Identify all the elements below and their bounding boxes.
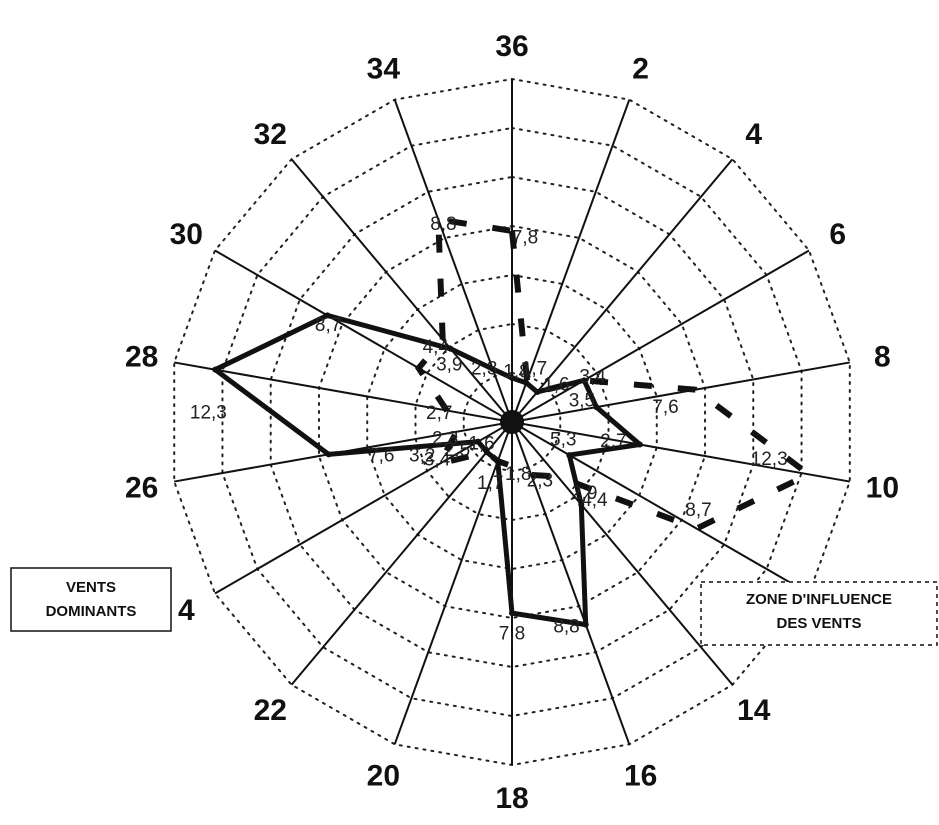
data-point <box>509 374 515 381</box>
data-point <box>581 377 588 384</box>
value-label: 1,8 <box>505 464 531 485</box>
spoke-6 <box>511 249 810 423</box>
chart-series-group <box>212 215 815 628</box>
data-point <box>534 388 541 395</box>
direction-label: 16 <box>624 759 657 792</box>
value-label: 2,3 <box>432 428 458 449</box>
spoke-20 <box>393 421 513 745</box>
legend-dominant-winds-line1: VENTS <box>66 579 116 596</box>
value-label: 2,3 <box>527 470 553 491</box>
value-label: 8,7 <box>315 315 341 336</box>
spoke-8 <box>511 361 850 423</box>
spoke-24 <box>214 421 513 595</box>
value-label: 3,5 <box>569 390 595 411</box>
spoke-28 <box>174 361 513 423</box>
value-label: 3,2 <box>409 446 435 467</box>
value-label: 5,3 <box>550 430 576 451</box>
data-point <box>475 438 482 445</box>
value-label: 3,9 <box>436 355 462 376</box>
direction-label: 2 <box>632 53 649 86</box>
direction-label: 30 <box>170 218 203 251</box>
data-point <box>578 501 585 508</box>
spoke-14 <box>511 421 734 686</box>
value-label: 8,7 <box>685 500 711 521</box>
legend-dominant-winds-box <box>10 567 172 632</box>
value-label: 1,8 <box>503 362 529 383</box>
data-point <box>489 366 496 373</box>
value-label: 12,3 <box>190 402 227 423</box>
direction-label: 32 <box>254 118 287 151</box>
value-label: 1,6 <box>543 374 569 395</box>
value-label: 1,6 <box>468 434 494 455</box>
value-label: 1,7 <box>521 358 547 379</box>
direction-label: 4 <box>178 594 195 627</box>
value-labels: 7,81,81,78,84,43,9 2,38,712,3 2,72,32,57,6… <box>190 214 788 645</box>
spoke-12 <box>511 421 810 595</box>
direction-label: 14 <box>737 694 771 727</box>
direction-label: 6 <box>829 218 846 251</box>
legend-dominant-winds: VENTS DOMINANTS <box>10 567 172 632</box>
direction-label: 10 <box>866 471 899 504</box>
value-label: 4,4 <box>581 490 608 511</box>
value-label: 8,8 <box>553 617 579 638</box>
center-hub <box>500 410 524 434</box>
direction-label: 34 <box>367 53 401 86</box>
data-point <box>325 451 332 458</box>
value-label: 2,7 <box>426 403 452 424</box>
data-point <box>483 449 490 456</box>
spoke-4 <box>511 158 734 423</box>
data-point <box>447 345 454 352</box>
series-dashed <box>414 215 815 532</box>
spoke-2 <box>511 99 631 423</box>
data-point <box>593 404 600 411</box>
value-label: 2,9 <box>571 483 597 504</box>
data-point <box>636 441 643 448</box>
value-label: 3,4 <box>579 366 606 387</box>
data-point <box>582 621 589 628</box>
direction-label: 22 <box>254 694 287 727</box>
data-point <box>523 379 530 386</box>
value-label: 4,4 <box>423 337 450 358</box>
legend-dominant-winds-line2: DOMINANTS <box>46 603 137 620</box>
legend-wind-influence-zone-line2: DES VENTS <box>776 615 861 632</box>
spoke-16 <box>511 421 631 745</box>
direction-label: 20 <box>367 759 400 792</box>
value-label: 3,4 <box>424 450 451 471</box>
spoke-10 <box>511 421 850 483</box>
value-label: 7,6 <box>368 446 394 467</box>
value-label: 1,7 <box>477 473 503 494</box>
spoke-22 <box>290 421 513 686</box>
direction-label: 8 <box>874 341 891 374</box>
direction-labels: 36 2 4 6 8 10 14 16 18 20 22 4 26 28 30 32 34 <box>125 30 899 815</box>
data-point <box>212 366 219 373</box>
chart-spokes <box>174 79 850 765</box>
direction-label: 18 <box>495 782 528 815</box>
spoke-30 <box>214 249 513 423</box>
direction-label: 36 <box>495 30 528 63</box>
direction-label: 4 <box>745 118 762 151</box>
value-label: 8,8 <box>430 214 456 235</box>
legend-wind-influence-zone-box <box>700 581 938 646</box>
legend-wind-influence-zone: ZONE D'INFLUENCE DES VENTS <box>700 581 938 646</box>
value-label: 12,3 <box>751 449 788 470</box>
value-label: 2,5 <box>444 440 470 461</box>
value-label: 7,6 <box>652 397 678 418</box>
value-label: 7,8 <box>499 624 525 645</box>
spoke-32 <box>290 158 513 423</box>
direction-label: 28 <box>125 341 158 374</box>
data-point <box>566 452 573 459</box>
legend-wind-influence-zone-line1: ZONE D'INFLUENCE <box>746 591 892 608</box>
value-label: 2,7 <box>600 431 626 452</box>
value-label: 2,3 <box>471 358 497 379</box>
data-point <box>324 312 331 319</box>
data-point <box>509 610 515 617</box>
value-label: 7,8 <box>512 227 538 248</box>
direction-label: 26 <box>125 471 158 504</box>
